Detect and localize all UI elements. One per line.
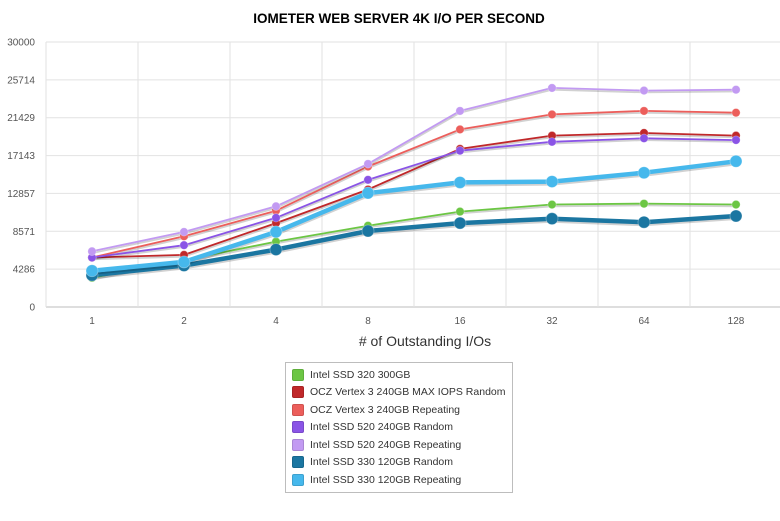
legend-swatch [292, 421, 304, 434]
x-tick-labels: 1 2 4 8 16 32 64 128 [89, 316, 745, 327]
series-line [91, 132, 737, 259]
data-point [363, 159, 373, 169]
data-point [637, 166, 651, 180]
series-2 [87, 128, 741, 263]
x-tick-label: 16 [454, 316, 466, 327]
series-4 [87, 133, 741, 263]
data-point [177, 255, 191, 269]
legend-item: OCZ Vertex 3 240GB Repeating [286, 401, 512, 419]
data-point [85, 264, 99, 278]
y-tick-label: 12857 [7, 189, 35, 200]
series-line [91, 110, 737, 259]
x-tick-label: 4 [273, 316, 279, 327]
legend-swatch [292, 456, 304, 469]
data-point [731, 199, 741, 210]
legend-label: Intel SSD 520 240GB Repeating [310, 438, 462, 451]
data-point [545, 212, 559, 226]
series-line-shadow [91, 139, 737, 261]
series-line-shadow [91, 111, 737, 261]
x-tick-label: 64 [638, 316, 650, 327]
legend-label: OCZ Vertex 3 240GB MAX IOPS Random [310, 386, 506, 399]
y-tick-label: 25714 [7, 75, 35, 86]
y-tick-label: 8571 [13, 227, 36, 238]
data-point [271, 201, 281, 211]
legend-swatch [292, 473, 304, 486]
series-line [91, 159, 737, 274]
y-tick-label: 30000 [7, 38, 35, 49]
legend: Intel SSD 320 300GB OCZ Vertex 3 240GB MA… [285, 362, 513, 493]
data-point [455, 207, 465, 217]
chart-title: IOMETER WEB SERVER 4K I/O PER SECOND [253, 11, 545, 26]
data-point [455, 106, 465, 116]
data-point [639, 106, 649, 116]
y-tick-label: 17143 [7, 151, 35, 162]
data-point [639, 199, 649, 209]
data-point [455, 124, 465, 135]
data-point [453, 176, 467, 189]
legend-label: Intel SSD 330 120GB Repeating [310, 473, 462, 486]
data-point [269, 225, 283, 239]
x-axis-label: # of Outstanding I/Os [359, 333, 491, 349]
y-tick-label: 21429 [7, 113, 35, 124]
legend-label: Intel SSD 320 300GB [310, 368, 411, 381]
legend-swatch [292, 403, 304, 416]
series-line [91, 137, 737, 259]
data-point [455, 146, 465, 156]
data-point [547, 199, 557, 210]
data-point [639, 133, 649, 143]
data-point [269, 243, 283, 256]
data-point [729, 209, 743, 223]
x-tick-label: 2 [181, 316, 187, 327]
series-7 [85, 154, 743, 278]
x-tick-label: 8 [365, 316, 371, 327]
data-point [547, 83, 557, 93]
data-point [361, 186, 375, 200]
x-tick-label: 1 [89, 316, 95, 327]
series-line [91, 87, 737, 253]
data-point [361, 224, 375, 238]
data-point [731, 108, 741, 118]
legend-label: Intel SSD 520 240GB Random [310, 421, 454, 434]
series-line-shadow [91, 133, 737, 261]
legend-item: Intel SSD 330 120GB Random [286, 454, 512, 472]
data-point [731, 85, 741, 95]
legend-label: OCZ Vertex 3 240GB Repeating [310, 403, 460, 416]
legend-swatch [292, 368, 304, 381]
series-lines [85, 83, 743, 283]
data-point [637, 215, 651, 229]
x-tick-label: 128 [728, 316, 745, 327]
legend-item: Intel SSD 320 300GB [286, 366, 512, 384]
series-line-shadow [91, 88, 737, 254]
y-tick-label: 0 [29, 303, 35, 314]
legend-item: Intel SSD 520 240GB Repeating [286, 436, 512, 454]
legend-label: Intel SSD 330 120GB Random [310, 456, 454, 469]
data-point [453, 216, 467, 230]
series-6 [85, 209, 743, 282]
x-tick-label: 32 [546, 316, 558, 327]
series-5 [87, 83, 741, 256]
legend-item: Intel SSD 330 120GB Repeating [286, 471, 512, 489]
data-point [87, 246, 97, 256]
series-line [91, 213, 737, 278]
data-point [179, 240, 189, 250]
data-point [639, 85, 649, 96]
data-point [731, 135, 741, 145]
y-tick-label: 4286 [13, 265, 36, 276]
data-point [545, 175, 559, 188]
data-point [547, 109, 557, 120]
legend-swatch [292, 438, 304, 451]
series-3 [87, 106, 741, 263]
legend-item: Intel SSD 520 240GB Random [286, 419, 512, 437]
data-point [363, 175, 373, 185]
legend-item: OCZ Vertex 3 240GB MAX IOPS Random [286, 384, 512, 402]
y-tick-labels: 0 4286 8571 12857 17143 21429 25714 30000 [7, 38, 35, 314]
data-point [179, 227, 189, 237]
legend-swatch [292, 386, 304, 399]
data-point [547, 137, 557, 147]
data-point [271, 213, 281, 223]
data-point [729, 154, 743, 168]
